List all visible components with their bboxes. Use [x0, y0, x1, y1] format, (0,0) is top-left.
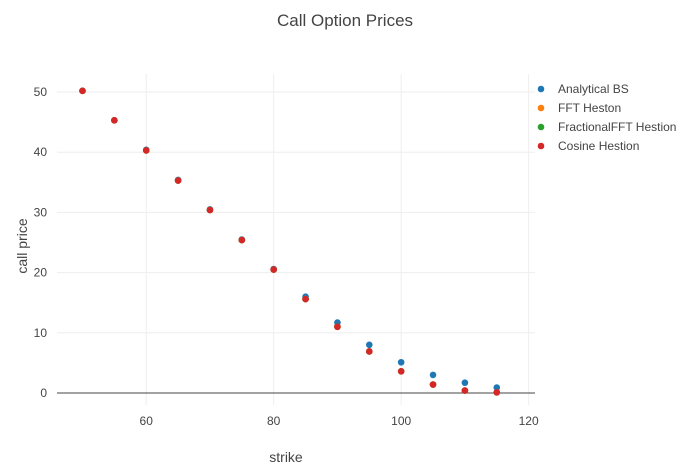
data-point — [461, 387, 469, 394]
legend-label: FractionalFFT Hestion — [558, 120, 676, 134]
x-axis-label: strike — [269, 449, 303, 465]
legend-item[interactable]: FractionalFFT Hestion — [537, 120, 677, 134]
data-point — [206, 206, 214, 214]
legend-item[interactable]: Analytical BS — [537, 82, 629, 96]
legend-label: FFT Heston — [558, 101, 621, 115]
y-tick-label: 0 — [40, 386, 47, 400]
x-tick-label: 80 — [267, 414, 281, 428]
data-point — [334, 323, 341, 331]
data-point — [302, 295, 309, 303]
data-point — [238, 236, 246, 244]
legend-label: Analytical BS — [558, 82, 629, 96]
data-point — [111, 117, 118, 124]
legend-label: Cosine Hestion — [558, 139, 639, 153]
y-tick-label: 40 — [34, 145, 48, 159]
data-point — [270, 266, 277, 273]
x-tick-label: 60 — [140, 414, 154, 428]
y-tick-label: 10 — [34, 326, 48, 340]
grid — [57, 74, 535, 405]
legend-marker — [537, 85, 545, 93]
data-point — [174, 177, 182, 184]
chart-title: Call Option Prices — [277, 11, 413, 30]
legend-marker — [537, 104, 545, 112]
series-analytical-bs — [79, 87, 501, 391]
y-tick-label: 50 — [34, 85, 48, 99]
x-tick-label: 120 — [519, 414, 539, 428]
axes: 60 80 100 120 0 10 20 30 40 50 — [34, 85, 539, 428]
data-point — [493, 384, 501, 391]
data-point — [429, 371, 437, 379]
series-fft-heston — [79, 87, 501, 396]
legend-marker — [537, 123, 545, 131]
series-cosine-hestion — [79, 87, 501, 396]
data-point — [397, 358, 405, 366]
x-tick-label: 100 — [391, 414, 411, 428]
data-point — [397, 367, 405, 375]
legend-marker — [537, 142, 545, 150]
data-point — [365, 341, 373, 349]
data-point — [493, 389, 501, 396]
legend-item[interactable]: FFT Heston — [537, 101, 621, 115]
y-tick-label: 30 — [34, 205, 48, 219]
data-point — [461, 379, 469, 387]
data-points — [79, 87, 501, 396]
series-fractionalfft-hestion — [79, 87, 501, 396]
y-tick-label: 20 — [34, 266, 48, 280]
data-point — [365, 348, 373, 355]
data-point — [142, 147, 150, 154]
legend[interactable]: Analytical BS FFT Heston FractionalFFT Hes… — [537, 82, 677, 153]
data-point — [79, 87, 86, 95]
data-point — [429, 381, 437, 388]
legend-item[interactable]: Cosine Hestion — [537, 139, 640, 153]
y-axis-label: call price — [14, 218, 30, 273]
